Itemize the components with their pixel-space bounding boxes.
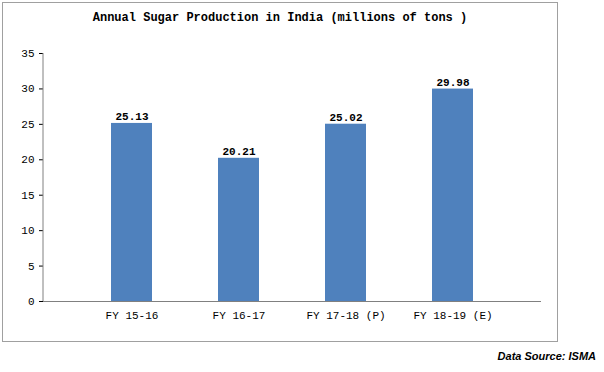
- svg-text:FY 17-18 (P): FY 17-18 (P): [306, 310, 385, 322]
- svg-text:FY 15-16: FY 15-16: [106, 310, 159, 322]
- svg-text:0: 0: [28, 296, 35, 308]
- svg-text:25: 25: [21, 119, 34, 131]
- svg-text:FY 18-19 (E): FY 18-19 (E): [413, 310, 492, 322]
- svg-text:29.98: 29.98: [436, 77, 469, 89]
- html-text:Annual Sugar Production in Ind: Annual Sugar Production in India (millio…: [92, 11, 468, 25]
- svg-text:25.13: 25.13: [115, 111, 148, 123]
- svg-text:15: 15: [21, 190, 34, 202]
- svg-text:35: 35: [21, 48, 34, 60]
- svg-text:10: 10: [21, 225, 34, 237]
- svg-text:30: 30: [21, 83, 34, 95]
- svg-text:20.21: 20.21: [222, 146, 255, 158]
- svg-text:FY 16-17: FY 16-17: [213, 310, 266, 322]
- svg-text:5: 5: [28, 261, 35, 273]
- svg-text:20: 20: [21, 154, 34, 166]
- svg-text:25.02: 25.02: [329, 112, 362, 124]
- html-text:Data Source: ISMA: Data Source: ISMA: [497, 350, 596, 362]
